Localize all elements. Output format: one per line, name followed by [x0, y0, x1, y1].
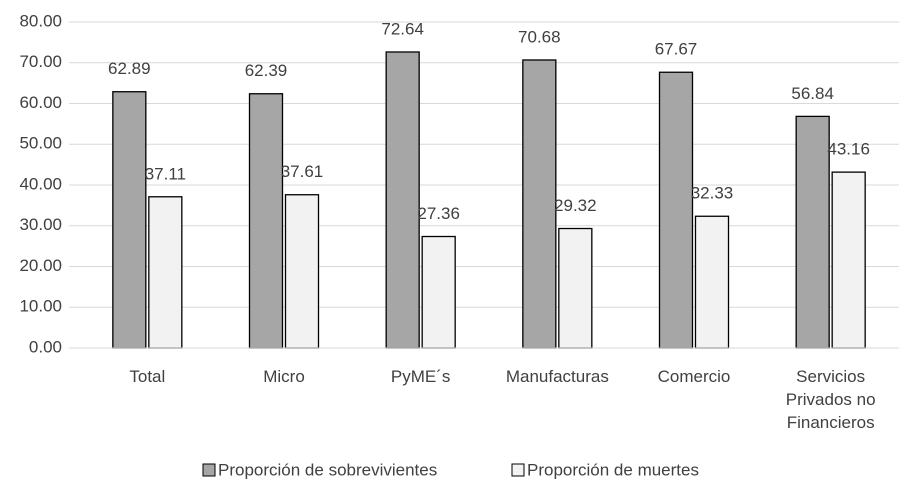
data-label: 62.89: [108, 59, 151, 78]
data-label: 56.84: [791, 84, 834, 103]
bar: [421, 235, 456, 349]
data-label: 32.33: [691, 184, 734, 203]
data-label: 29.32: [554, 196, 597, 215]
data-label: 43.16: [827, 140, 870, 159]
y-tick-label: 40.00: [19, 174, 62, 193]
bar: [831, 171, 866, 349]
legend-label: Proporción de muertes: [527, 460, 699, 479]
data-label: 37.61: [281, 162, 324, 181]
y-tick-label: 30.00: [19, 215, 62, 234]
x-tick-label: Total: [129, 367, 166, 386]
data-label: 27.36: [417, 204, 460, 223]
y-tick-label: 80.00: [19, 11, 62, 30]
data-label: 70.68: [518, 27, 561, 46]
legend-label: Proporción de sobrevivientes: [218, 460, 437, 479]
x-tick-label: Comercio: [657, 367, 731, 386]
bar: [112, 91, 147, 349]
x-tick-label: Micro: [263, 367, 305, 386]
bar: [558, 227, 593, 349]
y-tick-label: 0.00: [29, 337, 62, 356]
data-label: 72.64: [381, 19, 424, 38]
x-tick-label: PyME´s: [390, 367, 451, 386]
bar: [148, 196, 183, 349]
bar: [248, 93, 284, 349]
x-tick-label: Manufacturas: [505, 367, 609, 386]
y-tick-label: 50.00: [19, 134, 62, 153]
y-tick-label: 20.00: [19, 256, 62, 275]
y-tick-label: 60.00: [19, 93, 62, 112]
y-tick-label: 10.00: [19, 297, 62, 316]
bar: [522, 59, 557, 349]
data-label: 67.67: [655, 40, 698, 59]
data-label: 62.39: [245, 61, 288, 80]
data-label: 37.11: [145, 164, 186, 183]
x-tick-label: Servicios Privados no Financieros: [785, 367, 876, 432]
legend-swatch: [202, 463, 216, 477]
bar: [694, 215, 730, 349]
y-tick-label: 70.00: [19, 52, 62, 71]
bar: [658, 71, 694, 349]
bar: [795, 115, 830, 349]
bar: [385, 51, 420, 349]
bar: [284, 194, 320, 349]
legend-swatch: [511, 463, 525, 477]
